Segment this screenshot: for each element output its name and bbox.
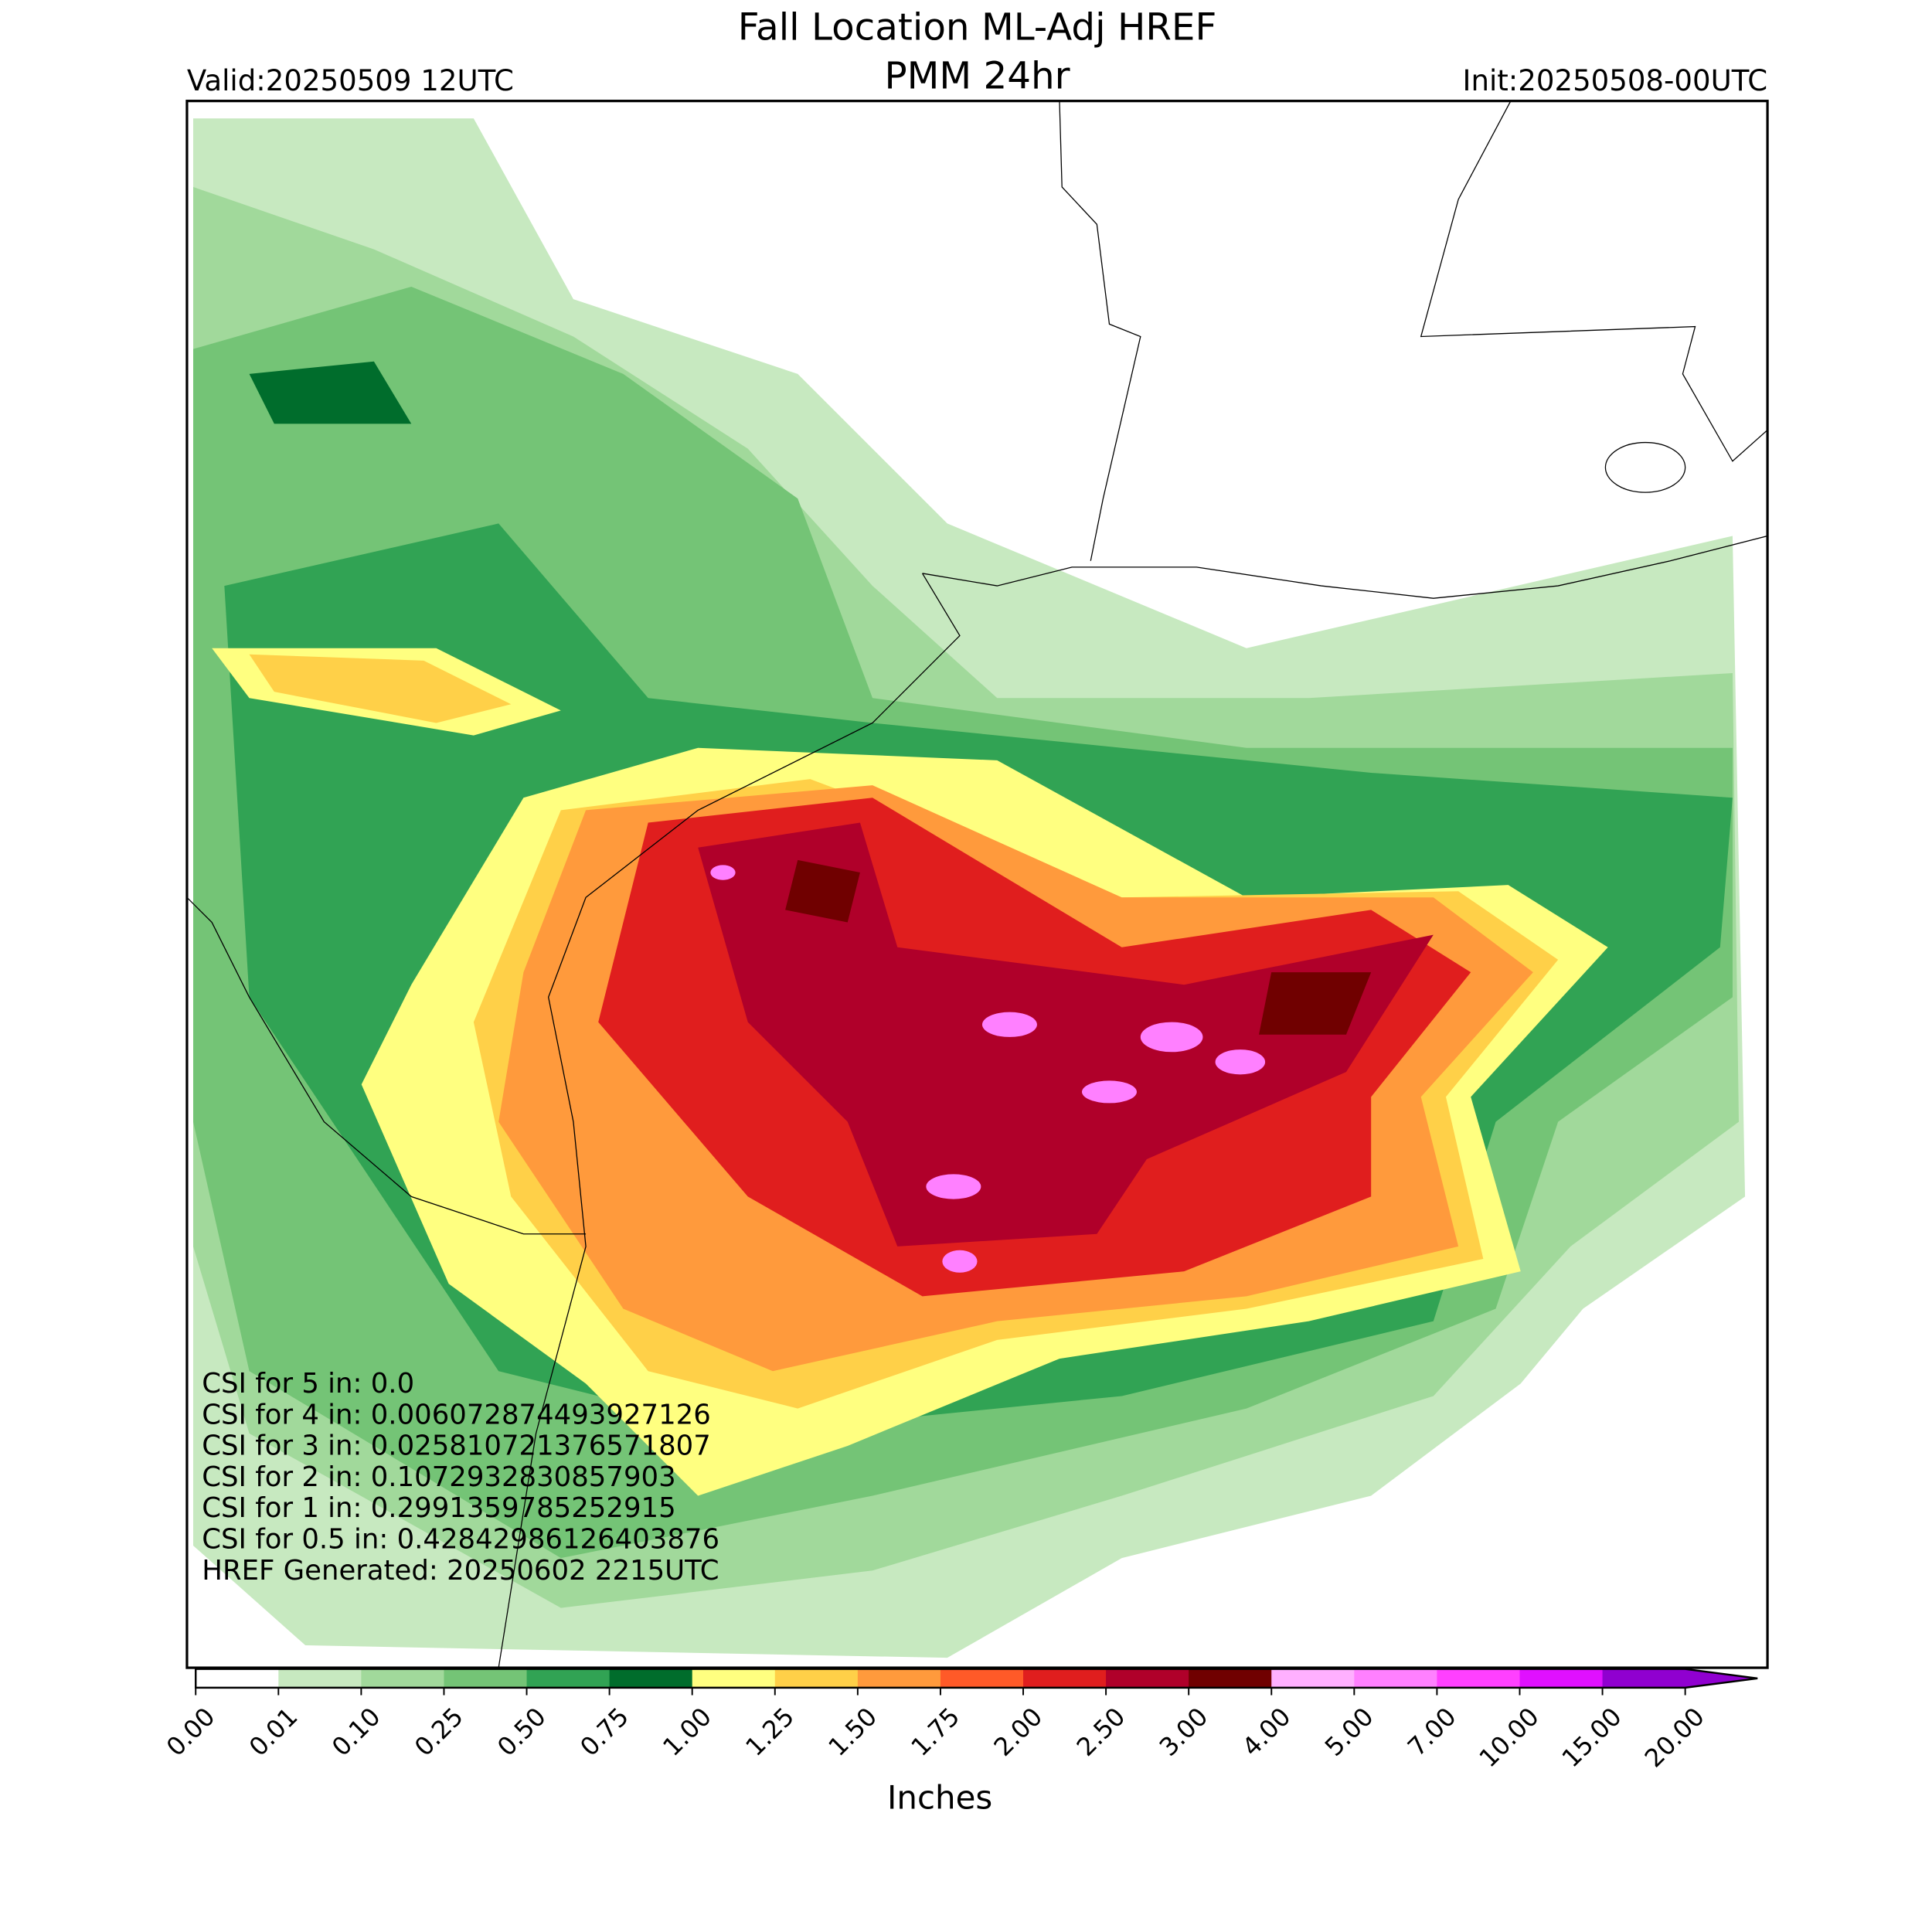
colorbar-label: Inches [887, 1779, 992, 1817]
colorbar-swatch [1354, 1668, 1438, 1688]
colorbar-swatch [1189, 1668, 1273, 1688]
colorbar-swatch [1023, 1668, 1107, 1688]
colorbar-tick-label: 3.00 [1154, 1702, 1214, 1762]
colorbar-extend [1685, 1668, 1758, 1688]
precip-field [186, 100, 1768, 1668]
colorbar-swatch [1271, 1668, 1355, 1688]
colorbar-tick-label: 0.10 [326, 1702, 386, 1762]
csi-line: CSI for 3 in: 0.025810721376571807 [202, 1430, 711, 1462]
colorbar-tick-label: 0.25 [409, 1702, 469, 1762]
colorbar-tick-label: 5.00 [1319, 1702, 1379, 1762]
title: Fall Location ML-Adj HREF [738, 6, 1217, 49]
colorbar-swatch [1519, 1668, 1604, 1688]
csi-line: CSI for 4 in: 0.006072874493927126 [202, 1399, 711, 1430]
colorbar-swatch [526, 1668, 611, 1688]
csi-line: HREF Generated: 20250602 2215UTC [202, 1555, 719, 1587]
colorbar: 0.00 0.01 0.10 0.25 0.50 0.75 1.00 1.25 1.50 1.75… [161, 1668, 1758, 1773]
csi-line: CSI for 0.5 in: 0.42842986126403876 [202, 1524, 719, 1556]
colorbar-tick-label: 1.00 [657, 1702, 717, 1762]
colorbar-tick-label: 20.00 [1639, 1702, 1710, 1773]
colorbar-tick-label: 1.50 [823, 1702, 883, 1762]
colorbar-swatch [196, 1668, 280, 1688]
colorbar-swatch [774, 1668, 859, 1688]
init-time: Init:20250508-00UTC [1463, 64, 1768, 97]
colorbar-swatch [278, 1668, 362, 1688]
csi-line: CSI for 1 in: 0.2991359785252915 [202, 1492, 675, 1524]
valid-time: Valid:20250509 12UTC [187, 64, 514, 97]
colorbar-swatch [857, 1668, 941, 1688]
colorbar-tick-label: 2.00 [988, 1702, 1049, 1762]
colorbar-swatch [609, 1668, 693, 1688]
csi-line: CSI for 2 in: 0.1072932830857903 [202, 1461, 675, 1493]
colorbar-tick-label: 10.00 [1474, 1702, 1545, 1773]
colorbar-outline [195, 1668, 1758, 1689]
colorbar-tick-label: 2.50 [1071, 1702, 1131, 1762]
colorbar-tick-label: 0.50 [492, 1702, 552, 1762]
colorbar-swatch [1602, 1668, 1686, 1688]
colorbar-tick-label: 4.00 [1236, 1702, 1297, 1762]
colorbar-swatch [692, 1668, 776, 1688]
colorbar-swatch [1106, 1668, 1189, 1688]
colorbar-tick-label: 0.00 [161, 1702, 221, 1762]
colorbar-tick-label: 0.01 [243, 1702, 304, 1762]
colorbar-tick-label: 1.75 [906, 1702, 966, 1762]
csi-line: CSI for 5 in: 0.0 [202, 1368, 414, 1400]
colorbar-swatch [444, 1668, 528, 1688]
colorbar-tick-label: 1.25 [740, 1702, 800, 1762]
colorbar-swatch [361, 1668, 445, 1688]
map-frame [185, 100, 1769, 1669]
colorbar-tick-label: 0.75 [574, 1702, 634, 1762]
subtitle: PMM 24hr [884, 55, 1070, 98]
colorbar-tick-label: 15.00 [1556, 1702, 1628, 1773]
colorbar-tick-label: 7.00 [1402, 1702, 1462, 1762]
colorbar-swatch [1437, 1668, 1521, 1688]
colorbar-swatch [940, 1668, 1024, 1688]
